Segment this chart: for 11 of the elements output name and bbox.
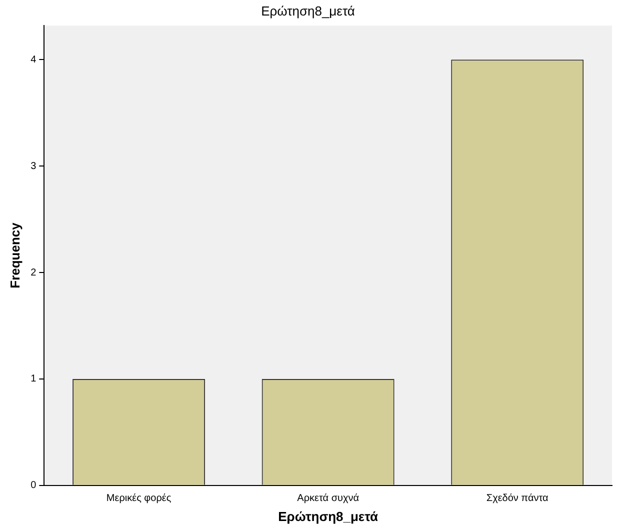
y-tick-label: 3 [30, 160, 37, 172]
chart-title: Ερώτηση8_μετά [261, 3, 356, 18]
y-tick-label: 1 [30, 374, 37, 385]
x-tick-label: Μερικές φορές [106, 493, 172, 504]
x-tick-label: Αρκετά συχνά [297, 493, 360, 504]
y-tick-label: 2 [30, 267, 37, 278]
x-axis-title: Ερώτηση8_μετά [278, 508, 378, 524]
x-tick-label: Σχεδόν πάντα [486, 493, 549, 504]
y-axis-title: Frequency [7, 222, 22, 288]
y-tick-label: 4 [30, 54, 37, 66]
y-tick-label: 0 [30, 480, 37, 492]
